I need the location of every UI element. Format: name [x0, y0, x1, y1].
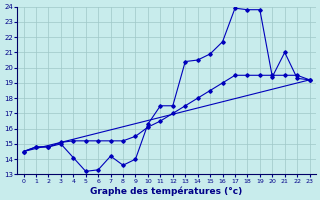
X-axis label: Graphe des températures (°c): Graphe des températures (°c) — [91, 186, 243, 196]
